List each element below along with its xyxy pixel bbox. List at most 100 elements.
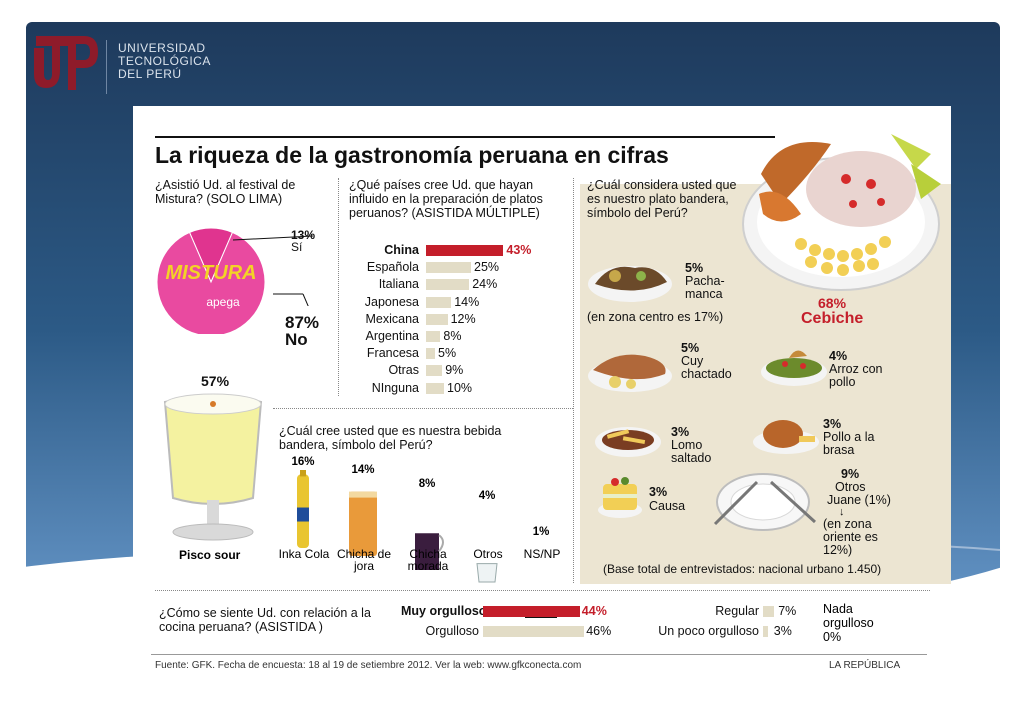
utp-logo-icon: [34, 36, 98, 90]
logo-line-1: UNIVERSIDAD: [118, 41, 206, 55]
drink-pct-ns-np: 1%: [532, 526, 550, 538]
pride-label-muy-orgulloso: Muy orgulloso: [401, 604, 487, 618]
dish-arroz-pct: 4%: [829, 349, 848, 363]
divider-v1: [338, 178, 339, 396]
dish-causa-pct: 3%: [649, 485, 668, 499]
pride-label-nada-orgulloso: Nada orgulloso: [823, 602, 874, 630]
footer-source: Fuente: GFK. Fecha de encuesta: 18 al 19…: [155, 660, 582, 671]
pride-value-orgulloso: 46%: [586, 624, 612, 638]
dish-lomo-pct: 3%: [671, 425, 690, 439]
drink-icon-chicha-de-jora: [349, 491, 377, 556]
drink-icon-otros: [476, 563, 498, 583]
pride-label-regular: Regular: [715, 604, 759, 618]
dish-pachamanca-pct: 5%: [685, 261, 704, 275]
pie-slice-no: [156, 231, 266, 334]
country-bar-mexicana: [426, 313, 448, 325]
country-bar-otras: [426, 365, 443, 377]
mistura-no-label: No: [285, 330, 308, 349]
infographic-title: La riqueza de la gastronomía peruana en …: [155, 142, 669, 168]
cuy-chactado-icon: [588, 354, 672, 392]
drink-label-otros: Otros: [473, 547, 503, 561]
pride-bar-muy-orgulloso: [483, 606, 580, 617]
pride-bar-un-poco-orgulloso: [763, 626, 768, 637]
pisco-sour-glass-icon: [163, 393, 263, 541]
logo-wordmark: UNIVERSIDAD TECNOLÓGICA DEL PERÚ: [118, 42, 211, 81]
country-label-argentina: Argentina: [365, 329, 419, 343]
drink-label-inka-cola: Inka Cola: [278, 547, 330, 561]
pride-bar-regular: [763, 606, 775, 617]
title-rule: [155, 136, 775, 138]
country-label-ninguna: NInguna: [371, 380, 419, 395]
drink-pisco-pct: 57%: [201, 373, 230, 389]
country-value-mexicana: 12%: [450, 311, 476, 326]
logo-line-3: DEL PERÚ: [118, 67, 182, 81]
lomo-saltado-icon: [595, 427, 661, 457]
dish-otros-name: Otros: [835, 480, 866, 494]
divider-v2: [573, 178, 574, 583]
mistura-question: ¿Asistió Ud. al festival de Mistura? (SO…: [155, 178, 296, 206]
dish-causa-name: Causa: [649, 499, 686, 513]
country-label-espanola: Española: [366, 260, 419, 275]
mistura-logo-sub: apega: [206, 295, 240, 309]
country-label-china: China: [384, 243, 419, 257]
country-value-espanola: 25%: [474, 260, 500, 275]
pride-question: ¿Cómo se siente Ud. con relación a la co…: [159, 606, 371, 634]
country-label-mexicana: Mexicana: [365, 311, 420, 326]
pride-value-regular: 7%: [778, 604, 797, 618]
dish-pollo-pct: 3%: [823, 417, 842, 431]
dish-cebiche-name: Cebiche: [801, 310, 864, 327]
dishes-base-note: (Base total de entrevistados: nacional u…: [603, 562, 882, 576]
country-value-argentina: 8%: [443, 329, 462, 343]
arroz-con-pollo-icon: [761, 350, 827, 386]
pride-label-un-poco-orgulloso: Un poco orgulloso: [658, 624, 759, 638]
infographic-card: La riqueza de la gastronomía peruana en …: [133, 106, 951, 686]
pride-value-muy-orgulloso: 44%: [581, 604, 607, 618]
country-bar-francesa: [426, 348, 435, 360]
causa-icon: [598, 477, 642, 518]
dish-cuy-pct: 5%: [681, 341, 700, 355]
countries-question: ¿Qué países cree Ud. que hayan influido …: [349, 178, 543, 220]
drink-label-chicha-morada: Chicha morada: [407, 547, 449, 573]
drink-pct-otros: 4%: [478, 490, 496, 502]
down-arrow-icon: ↓: [839, 506, 845, 518]
country-bar-ninguna: [426, 382, 444, 394]
pollo-a-la-brasa-icon: [753, 420, 819, 454]
country-bar-japonesa: [426, 296, 452, 308]
drink-label-pisco-sour: Pisco sour: [179, 548, 241, 562]
drink-icon-chicha-morada: [415, 533, 444, 570]
dish-otros-note: (en zona oriente es 12%): [823, 517, 878, 557]
mistura-no-pct: 87%: [285, 313, 320, 332]
cebiche-plate-icon: [742, 134, 941, 291]
country-label-italiana: Italiana: [378, 277, 419, 292]
country-label-japonesa: Japonesa: [364, 294, 419, 309]
logo-divider: [106, 40, 107, 94]
footer-rule: [151, 654, 927, 655]
country-value-otras: 9%: [445, 363, 464, 378]
drinks-question: ¿Cuál cree usted que es nuestra bebida b…: [279, 424, 502, 452]
country-value-italiana: 24%: [472, 277, 498, 292]
drink-label-chicha-de-jora: Chicha de jora: [336, 547, 392, 573]
country-bar-italiana: [426, 279, 470, 291]
divider-h2: [155, 590, 930, 591]
dish-pachamanca-note: (en zona centro es 17%): [587, 310, 724, 324]
drink-label-ns-np: NS/NP: [523, 547, 561, 561]
pie-leader-lines: [232, 235, 314, 306]
country-bar-argentina: [426, 331, 441, 342]
dishes-question: ¿Cuál considera usted que es nuestro pla…: [587, 178, 737, 220]
pride-value-nada-orgulloso: 0%: [823, 630, 842, 644]
dish-arroz-name: Arroz con pollo: [829, 362, 883, 389]
dish-lomo-name: Lomo saltado: [671, 438, 712, 465]
pride-label-orgulloso: Orgulloso: [425, 624, 480, 638]
dish-pachamanca-name: Pacha-manca: [685, 274, 725, 301]
pride-value-un-poco-orgulloso: 3%: [773, 624, 792, 638]
footer-credit: LA REPÚBLICA: [829, 660, 901, 671]
drink-pct-chicha-de-jora: 14%: [351, 464, 375, 476]
drink-icon-inka-cola: [297, 470, 309, 548]
pride-bar-orgulloso: [483, 626, 585, 637]
country-value-ninguna: 10%: [447, 380, 473, 395]
empty-plate-icon: [713, 473, 817, 531]
country-label-otras: Otras: [388, 363, 419, 378]
country-value-francesa: 5%: [438, 346, 457, 361]
mistura-yes-pct: 13%: [291, 228, 316, 242]
dish-cebiche-pct: 68%: [818, 295, 847, 311]
